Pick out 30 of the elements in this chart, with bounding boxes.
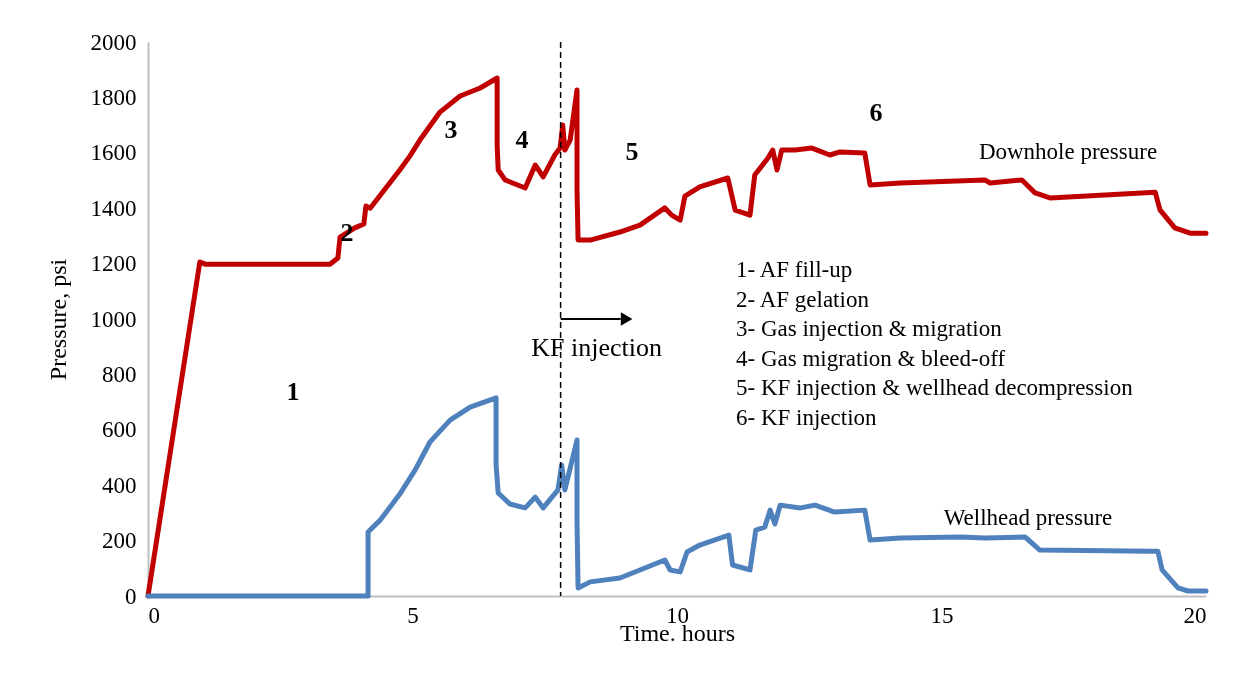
- annotation: 2- AF gelation: [736, 286, 870, 312]
- y-tick-label: 2000: [90, 29, 137, 55]
- y-tick-label: 200: [102, 528, 137, 554]
- y-tick-label: 1800: [90, 84, 137, 110]
- annotation: 6: [869, 98, 883, 127]
- y-tick-label: 400: [102, 472, 137, 498]
- annotation: 5- KF injection & wellhead decompression: [736, 375, 1134, 400]
- annotation: 1: [286, 377, 300, 406]
- annotation: 4: [515, 125, 529, 154]
- y-tick-label: 1600: [90, 140, 137, 166]
- x-tick-label: 15: [930, 602, 954, 628]
- ref-line-label: KF injection: [531, 333, 662, 362]
- annotation: 1- AF fill-up: [736, 257, 853, 282]
- y-tick-label: 800: [102, 361, 137, 387]
- y-tick-label: 0: [125, 583, 137, 609]
- x-tick-label: 0: [148, 602, 160, 628]
- annotation: 3- Gas injection & migration: [736, 316, 1003, 341]
- y-tick-label: 600: [102, 417, 137, 443]
- series-label: Downhole pressure: [978, 139, 1158, 164]
- y-tick-label: 1000: [90, 306, 137, 332]
- annotation: 4- Gas migration & bleed-off: [736, 345, 1006, 371]
- x-tick-label: 5: [407, 602, 419, 628]
- annotation: 5: [625, 137, 639, 166]
- y-tick-label: 1400: [90, 195, 137, 221]
- y-axis-title: Pressure, psi: [44, 258, 71, 381]
- y-tick-label: 1200: [90, 251, 137, 277]
- series-label: Wellhead pressure: [943, 505, 1113, 530]
- annotation: 6- KF injection: [736, 404, 878, 430]
- annotation: 3: [444, 115, 458, 144]
- x-tick-label: 20: [1183, 602, 1207, 628]
